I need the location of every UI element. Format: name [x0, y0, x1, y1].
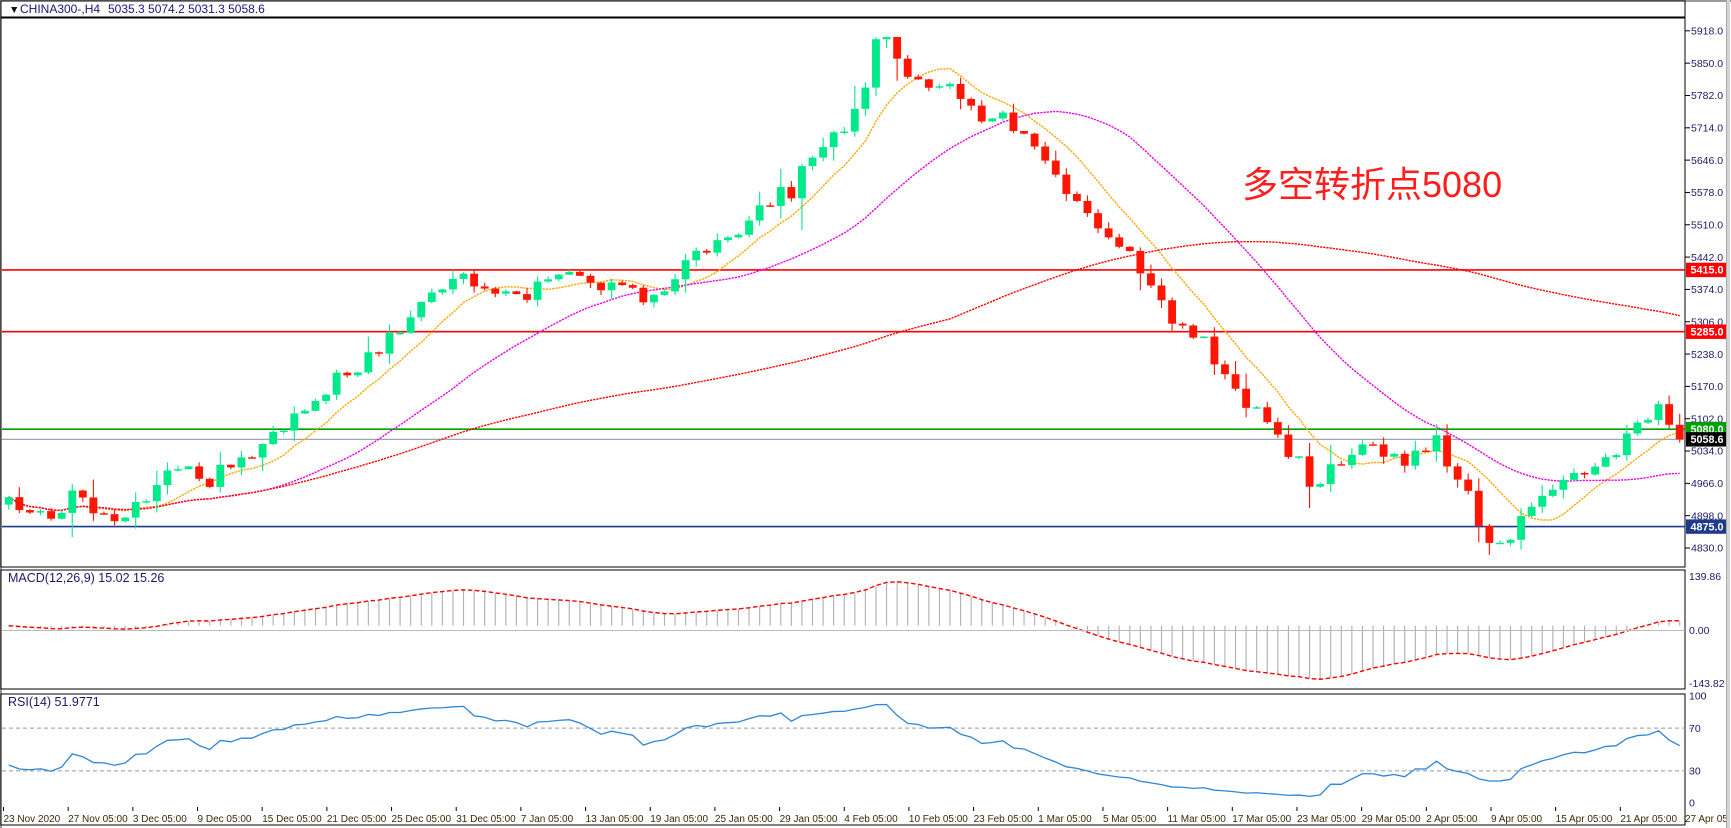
svg-text:0: 0	[1689, 798, 1695, 810]
svg-text:2 Apr 05:00: 2 Apr 05:00	[1426, 814, 1478, 825]
svg-text:5238.0: 5238.0	[1691, 349, 1723, 361]
svg-text:10 Feb 05:00: 10 Feb 05:00	[909, 814, 968, 825]
svg-text:13 Jan 05:00: 13 Jan 05:00	[586, 814, 644, 825]
svg-text:21 Apr 05:00: 21 Apr 05:00	[1620, 814, 1677, 825]
svg-text:4875.0: 4875.0	[1690, 521, 1723, 533]
svg-text:17 Mar 05:00: 17 Mar 05:00	[1232, 814, 1291, 825]
svg-text:5034.0: 5034.0	[1691, 446, 1723, 458]
svg-text:1 Mar 05:00: 1 Mar 05:00	[1038, 814, 1092, 825]
svg-text:RSI(14) 51.9771: RSI(14) 51.9771	[8, 695, 100, 709]
svg-text:5035.3 5074.2 5031.3 5058.6: 5035.3 5074.2 5031.3 5058.6	[108, 2, 265, 16]
svg-text:CHINA300-,H4: CHINA300-,H4	[20, 2, 100, 16]
svg-text:7 Jan 05:00: 7 Jan 05:00	[521, 814, 574, 825]
svg-text:21 Dec 05:00: 21 Dec 05:00	[327, 814, 387, 825]
svg-text:4966.0: 4966.0	[1691, 478, 1723, 490]
svg-text:29 Mar 05:00: 29 Mar 05:00	[1362, 814, 1421, 825]
svg-text:31 Dec 05:00: 31 Dec 05:00	[456, 814, 516, 825]
svg-text:5714.0: 5714.0	[1691, 123, 1723, 135]
svg-text:9 Dec 05:00: 9 Dec 05:00	[198, 814, 252, 825]
svg-text:5058.6: 5058.6	[1690, 434, 1723, 446]
svg-text:30: 30	[1689, 766, 1701, 778]
svg-text:5285.0: 5285.0	[1690, 327, 1723, 339]
svg-text:27 Nov 05:00: 27 Nov 05:00	[68, 814, 128, 825]
svg-text:4830.0: 4830.0	[1691, 543, 1723, 555]
svg-text:25 Dec 05:00: 25 Dec 05:00	[392, 814, 452, 825]
svg-text:23 Feb 05:00: 23 Feb 05:00	[974, 814, 1033, 825]
svg-text:5850.0: 5850.0	[1691, 58, 1723, 70]
svg-text:15 Dec 05:00: 15 Dec 05:00	[262, 814, 322, 825]
svg-text:5170.0: 5170.0	[1691, 381, 1723, 393]
svg-text:4 Feb 05:00: 4 Feb 05:00	[844, 814, 898, 825]
svg-text:5442.0: 5442.0	[1691, 252, 1723, 264]
svg-text:23 Nov 2020: 23 Nov 2020	[4, 814, 61, 825]
svg-text:5510.0: 5510.0	[1691, 219, 1723, 231]
svg-text:-143.82: -143.82	[1689, 678, 1725, 690]
svg-text:139.86: 139.86	[1689, 571, 1721, 583]
svg-text:5415.0: 5415.0	[1690, 265, 1723, 277]
svg-text:多空转折点5080: 多空转折点5080	[1242, 164, 1502, 205]
svg-text:5578.0: 5578.0	[1691, 187, 1723, 199]
svg-text:5 Mar 05:00: 5 Mar 05:00	[1103, 814, 1157, 825]
svg-text:15 Apr 05:00: 15 Apr 05:00	[1556, 814, 1613, 825]
svg-text:19 Jan 05:00: 19 Jan 05:00	[650, 814, 708, 825]
svg-text:5918.0: 5918.0	[1691, 26, 1723, 38]
svg-text:27 Apr 05:00: 27 Apr 05:00	[1685, 814, 1731, 825]
svg-text:MACD(12,26,9) 15.02 15.26: MACD(12,26,9) 15.02 15.26	[8, 571, 164, 585]
svg-text:25 Jan 05:00: 25 Jan 05:00	[715, 814, 773, 825]
svg-text:23 Mar 05:00: 23 Mar 05:00	[1297, 814, 1356, 825]
svg-text:5374.0: 5374.0	[1691, 284, 1723, 296]
svg-text:29 Jan 05:00: 29 Jan 05:00	[780, 814, 838, 825]
svg-text:5782.0: 5782.0	[1691, 90, 1723, 102]
svg-text:70: 70	[1689, 723, 1701, 735]
svg-text:3 Dec 05:00: 3 Dec 05:00	[133, 814, 187, 825]
svg-text:5646.0: 5646.0	[1691, 155, 1723, 167]
svg-text:0.00: 0.00	[1689, 625, 1710, 637]
svg-text:9 Apr 05:00: 9 Apr 05:00	[1491, 814, 1543, 825]
svg-text:11 Mar 05:00: 11 Mar 05:00	[1168, 814, 1227, 825]
svg-text:100: 100	[1689, 691, 1707, 703]
svg-text:▼: ▼	[9, 4, 19, 16]
